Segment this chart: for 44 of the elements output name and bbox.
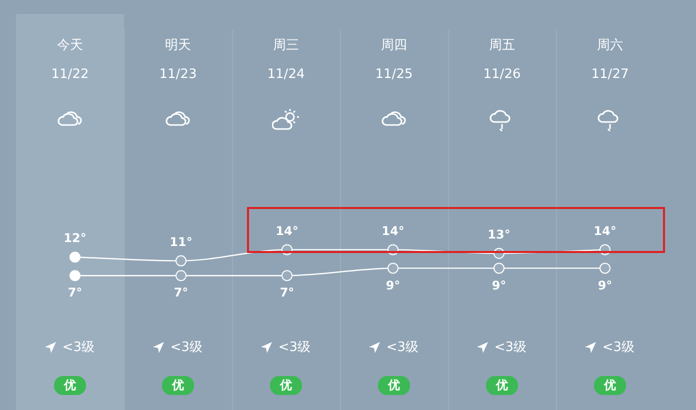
text: <3级 <box>62 339 95 356</box>
x-tick-label: 周四 <box>380 37 408 54</box>
text: 11/25 <box>374 67 414 82</box>
badge: 优 <box>162 376 194 395</box>
x-tick-label: 周三 <box>272 37 300 54</box>
text: <3级 <box>278 339 311 356</box>
data-label: 9° <box>492 278 506 292</box>
point <box>70 270 80 282</box>
text: <3级 <box>494 339 527 356</box>
text: <3级 <box>386 339 419 356</box>
point <box>282 270 292 282</box>
data-label: 12° <box>64 231 86 246</box>
point <box>70 252 80 263</box>
data-label: 7° <box>174 286 188 300</box>
text: 11/27 <box>590 67 630 82</box>
text: 11/26 <box>482 67 522 82</box>
data-label: 14° <box>276 224 298 238</box>
badge: 优 <box>54 376 86 395</box>
text: 11/22 <box>50 67 90 82</box>
x-tick-label: 周五 <box>488 37 516 54</box>
point <box>494 262 504 274</box>
data-label: 13° <box>488 228 510 242</box>
data-label: 14° <box>382 224 404 238</box>
text: 11/24 <box>266 67 306 82</box>
badge: 优 <box>486 376 518 395</box>
x-tick-label: 周六 <box>596 37 624 54</box>
point <box>176 255 186 266</box>
data-label: 7° <box>280 286 294 300</box>
data-label: 14° <box>594 224 616 238</box>
text: 11/23 <box>158 67 198 82</box>
text: <3级 <box>602 339 635 356</box>
point <box>600 262 610 274</box>
x-tick-label: 今天 <box>56 37 84 54</box>
data-label: 9° <box>598 278 612 292</box>
badge: 优 <box>270 376 302 395</box>
data-label: 9° <box>386 278 400 292</box>
point <box>176 270 186 282</box>
data-label: 11° <box>170 234 192 249</box>
x-tick-label: 明天 <box>164 37 192 54</box>
point <box>388 262 398 274</box>
data-label: 7° <box>68 286 82 300</box>
text: <3级 <box>170 339 203 356</box>
badge: 优 <box>594 376 626 395</box>
badge: 优 <box>378 376 410 395</box>
